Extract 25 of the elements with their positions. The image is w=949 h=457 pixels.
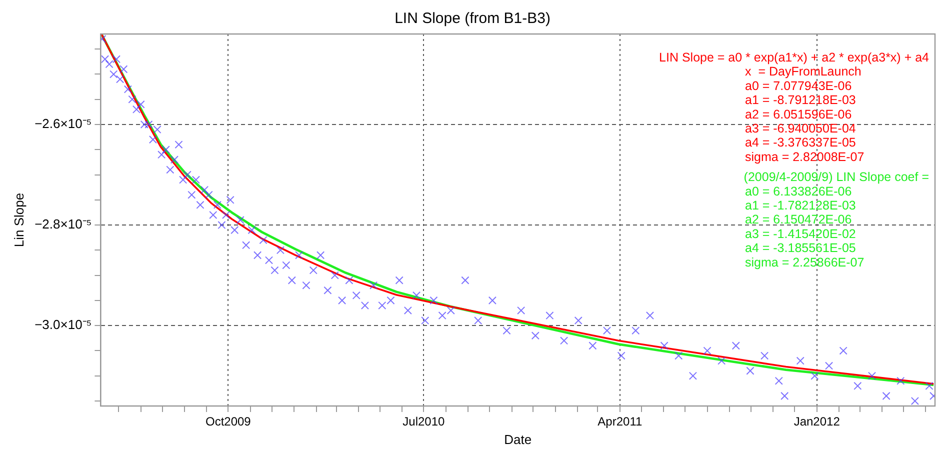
annotation: a2 = 6.150472E-06 xyxy=(745,212,852,227)
annotation: LIN Slope = a0 * exp(a1*x) + a2 * exp(a3*x) + a4 xyxy=(659,50,930,64)
annotation: a4 = -3.185561E-05 xyxy=(745,241,856,256)
annotation: a0 = 6.133826E-06 xyxy=(745,184,852,198)
annotation: a1 = -8.791218E-03 xyxy=(745,93,856,108)
y-tick-label: −2.6×10⁻⁵ xyxy=(34,116,92,132)
annotation: a0 = 7.077943E-06 xyxy=(745,78,852,93)
annotation: a1 = -1.782128E-03 xyxy=(745,198,856,212)
x-axis-title: Date xyxy=(504,432,532,447)
y-tick-label: −2.8×10⁻⁵ xyxy=(34,216,92,232)
x-tick-label: Jan2012 xyxy=(794,414,840,429)
x-tick-label: Jul2010 xyxy=(402,414,446,429)
x-tick-label: Oct2009 xyxy=(205,414,252,429)
annotation: sigma = 2.82008E-07 xyxy=(745,150,864,164)
annotation: a3 = -6.940050E-04 xyxy=(745,121,856,136)
annotation: a2 = 6.051596E-06 xyxy=(745,107,852,122)
chart-title: LIN Slope (from B1-B3) xyxy=(394,10,550,28)
y-tick-label: −3.0×10⁻⁵ xyxy=(34,317,92,332)
annotation: a4 = -3.376337E-05 xyxy=(745,136,856,150)
y-axis-title: Lin Slope xyxy=(11,192,26,248)
annotation: (2009/4-2009/9) LIN Slope coef = xyxy=(744,170,929,184)
annotation: x = DayFromLaunch xyxy=(745,64,862,79)
annotation: sigma = 2.25866E-07 xyxy=(745,255,864,270)
x-tick-label: Apr2011 xyxy=(598,414,642,429)
annotation: a3 = -1.415420E-02 xyxy=(745,226,856,241)
